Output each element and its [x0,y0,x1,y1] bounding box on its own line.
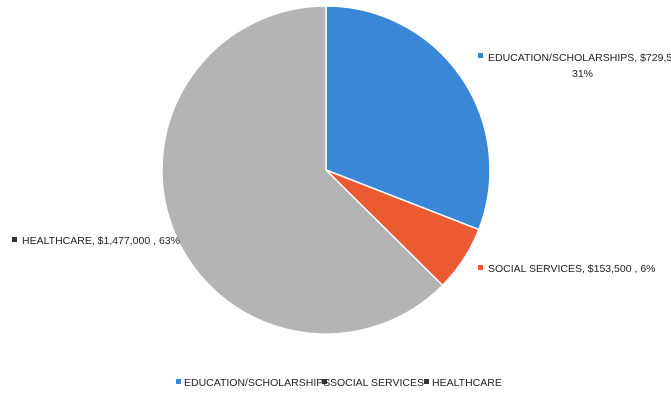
legend-marker-education [176,379,181,384]
legend-marker-social-services [322,379,327,384]
legend-marker-healthcare [424,379,429,384]
data-label-marker-social-services [478,265,483,270]
data-label-education-line2: 31% [572,68,593,80]
data-label-marker-education [478,53,483,58]
pie-slice-healthcare [161,5,444,335]
data-label-healthcare: HEALTHCARE, $1,477,000 , 63% [12,235,180,247]
legend: EDUCATION/SCHOLARSHIPS SOCIAL SERVICES H… [176,377,502,389]
legend-label-healthcare: HEALTHCARE [432,377,502,389]
data-label-social-services: SOCIAL SERVICES, $153,500 , 6% [478,263,656,275]
legend-label-social-services: SOCIAL SERVICES [330,377,424,389]
data-label-education-line1: EDUCATION/SCHOLARSHIPS, $729,551 , [488,52,671,64]
pie-slices [161,5,491,335]
data-label-social-services-text: SOCIAL SERVICES, $153,500 , 6% [488,263,656,275]
data-label-healthcare-text: HEALTHCARE, $1,477,000 , 63% [22,235,180,247]
data-label-marker-healthcare [12,237,17,242]
legend-label-education: EDUCATION/SCHOLARSHIPS [184,377,330,389]
pie-slice-education [325,5,491,231]
data-label-education: EDUCATION/SCHOLARSHIPS, $729,551 , 31% [478,52,671,80]
